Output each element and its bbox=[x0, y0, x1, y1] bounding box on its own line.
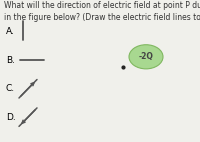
Circle shape bbox=[129, 45, 163, 69]
Text: B.: B. bbox=[6, 56, 15, 65]
Text: in the figure below? (Draw the electric field lines to determine this.): in the figure below? (Draw the electric … bbox=[4, 13, 200, 22]
Text: -2Q: -2Q bbox=[139, 52, 153, 61]
Text: A.: A. bbox=[6, 27, 15, 36]
Text: What will the direction of electric field at point P due to charge -2Q: What will the direction of electric fiel… bbox=[4, 1, 200, 10]
Text: D.: D. bbox=[6, 113, 16, 122]
Text: C.: C. bbox=[6, 84, 15, 93]
